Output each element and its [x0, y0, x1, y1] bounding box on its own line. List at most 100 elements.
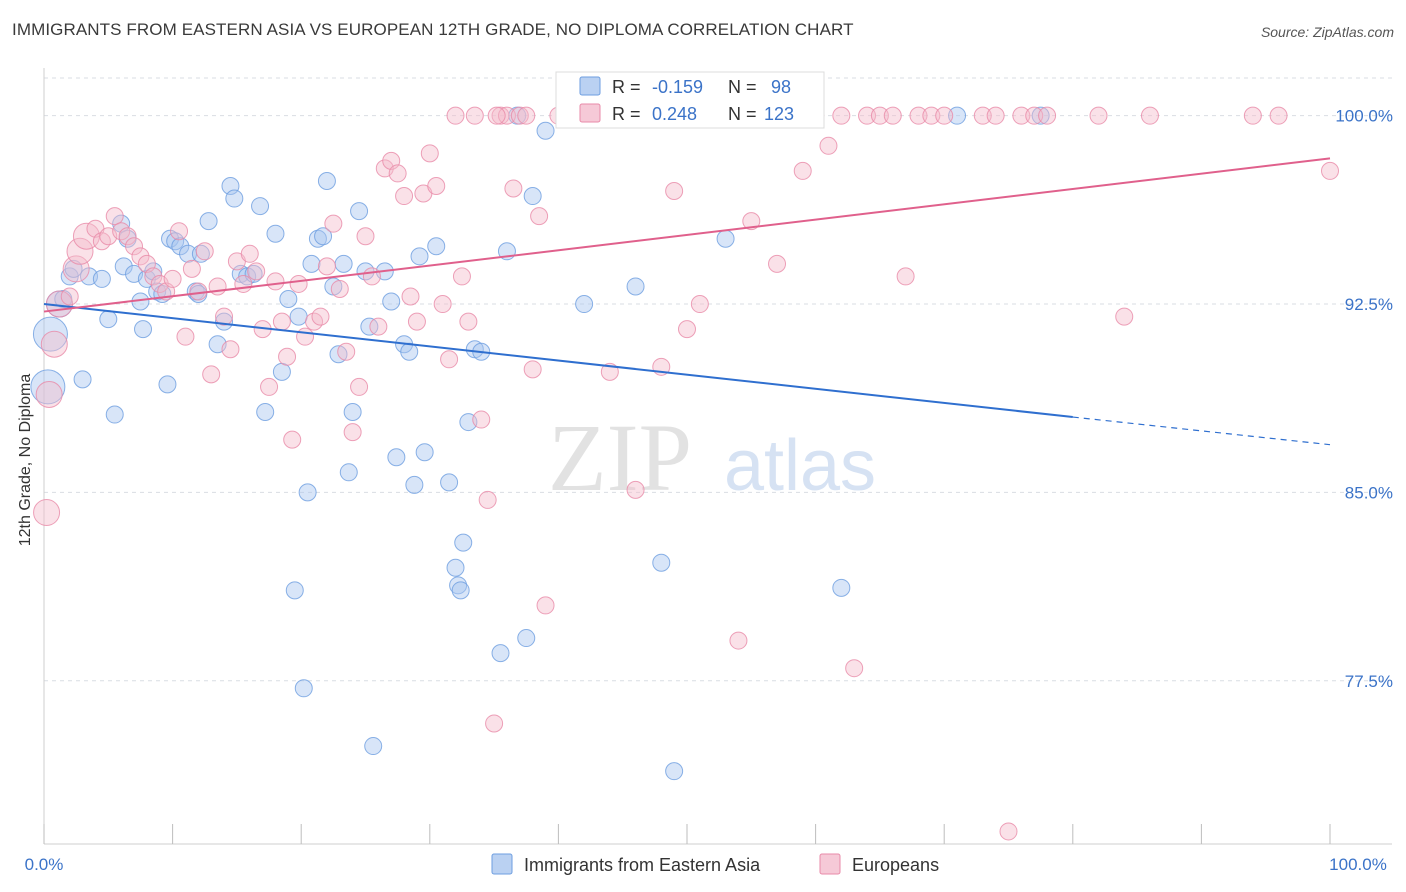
point-europeans — [362, 267, 381, 286]
point-europeans — [845, 659, 864, 678]
point-europeans — [240, 244, 259, 263]
legend-r-value-pink: 0.248 — [652, 104, 697, 124]
trendline-eastern-asia-extension — [1072, 416, 1331, 446]
point-europeans — [523, 360, 542, 379]
point-eastern-asia — [272, 362, 291, 381]
point-eastern-asia — [99, 310, 118, 329]
point-eastern-asia — [440, 473, 459, 492]
point-europeans — [487, 106, 506, 125]
point-eastern-asia — [387, 448, 406, 467]
point-europeans — [144, 267, 163, 286]
point-europeans — [472, 410, 491, 429]
point-eastern-asia — [449, 576, 468, 595]
point-eastern-asia — [308, 229, 327, 248]
legend-swatch-blue — [579, 76, 601, 96]
point-eastern-asia — [294, 679, 313, 698]
point-eastern-asia — [339, 463, 358, 482]
source-credit: Source: ZipAtlas.com — [1260, 24, 1394, 40]
point-europeans — [999, 822, 1018, 841]
point-europeans — [504, 179, 523, 198]
x-tick-label-min: 0.0% — [25, 855, 64, 874]
point-europeans — [163, 269, 182, 288]
point-europeans — [690, 295, 709, 314]
point-europeans — [517, 106, 536, 125]
point-europeans — [343, 423, 362, 442]
point-europeans — [35, 380, 63, 408]
point-europeans — [105, 207, 124, 226]
point-europeans — [1089, 106, 1108, 125]
point-eastern-asia — [575, 295, 594, 314]
point-europeans — [266, 272, 285, 291]
point-europeans — [118, 227, 137, 246]
point-eastern-asia — [92, 269, 111, 288]
point-europeans — [452, 267, 471, 286]
point-europeans — [407, 312, 426, 331]
point-europeans — [176, 327, 195, 346]
legend-r-label-blue: R = — [612, 77, 641, 97]
y-tick-label: 77.5% — [1345, 672, 1393, 691]
point-eastern-asia — [536, 121, 555, 140]
point-europeans — [896, 267, 915, 286]
point-europeans — [510, 106, 529, 125]
point-eastern-asia — [360, 317, 379, 336]
point-europeans — [1115, 307, 1134, 326]
point-eastern-asia — [334, 254, 353, 273]
point-eastern-asia — [343, 403, 362, 422]
y-axis-title: 12th Grade, No Diploma — [17, 374, 34, 547]
point-eastern-asia — [251, 197, 270, 216]
point-europeans — [433, 295, 452, 314]
legend-r-label-pink: R = — [612, 104, 641, 124]
point-europeans — [125, 237, 144, 256]
legend-n-label-pink: N = — [728, 104, 757, 124]
point-eastern-asia — [105, 405, 124, 424]
point-europeans — [1243, 106, 1262, 125]
point-eastern-asia — [626, 277, 645, 296]
legend-n-label-blue: N = — [728, 77, 757, 97]
point-europeans — [234, 274, 253, 293]
y-tick-label: 100.0% — [1335, 107, 1393, 126]
point-eastern-asia — [158, 375, 177, 394]
point-eastern-asia — [171, 237, 190, 256]
point-europeans — [485, 714, 504, 733]
legend-r-value-blue: -0.159 — [652, 77, 703, 97]
point-europeans — [832, 106, 851, 125]
legend-label-europeans: Europeans — [852, 855, 939, 875]
correlation-legend: R = -0.159 N = 98 R = 0.248 N = 123 — [555, 71, 825, 129]
point-europeans — [883, 106, 902, 125]
point-europeans — [530, 207, 549, 226]
point-europeans — [536, 596, 555, 615]
point-europeans — [350, 377, 369, 396]
point-europeans — [446, 106, 465, 125]
point-eastern-asia — [289, 307, 308, 326]
point-eastern-asia — [225, 189, 244, 208]
chart-title: IMMIGRANTS FROM EASTERN ASIA VS EUROPEAN… — [12, 20, 854, 39]
point-europeans — [1321, 161, 1339, 180]
point-eastern-asia — [454, 533, 473, 552]
point-eastern-asia — [364, 737, 383, 756]
point-europeans — [278, 347, 297, 366]
point-europeans — [1012, 106, 1031, 125]
point-eastern-asia — [652, 553, 671, 572]
point-europeans — [66, 237, 94, 265]
point-europeans — [678, 320, 696, 339]
trendline-eastern-asia — [43, 303, 1073, 419]
point-europeans — [369, 317, 388, 336]
legend-swatch-europeans — [819, 853, 841, 875]
point-eastern-asia — [64, 259, 83, 278]
point-europeans — [170, 222, 189, 241]
point-eastern-asia — [256, 403, 275, 422]
point-eastern-asia — [405, 475, 424, 494]
watermark-zip: ZIP — [548, 404, 692, 511]
point-eastern-asia — [314, 227, 333, 246]
legend-label-eastern-asia: Immigrants from Eastern Asia — [524, 855, 761, 875]
point-eastern-asia — [161, 229, 180, 248]
legend-n-value-blue: 98 — [771, 77, 791, 97]
y-tick-label: 92.5% — [1345, 295, 1393, 314]
point-eastern-asia — [148, 282, 167, 301]
point-eastern-asia — [317, 171, 336, 190]
point-europeans — [922, 106, 941, 125]
point-europeans — [858, 106, 877, 125]
point-europeans — [215, 307, 234, 326]
point-europeans — [131, 247, 150, 266]
axes-layer: 100.0% 92.5% 85.0% 77.5% 0.0% 100.0% — [25, 68, 1393, 874]
